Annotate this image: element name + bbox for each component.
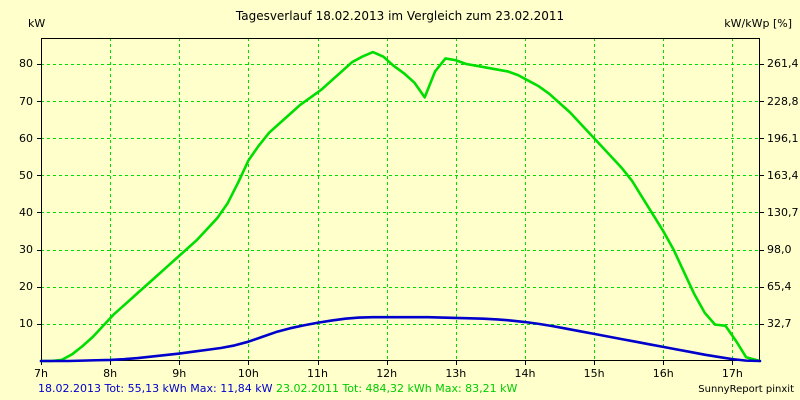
y-tick-label-right: 98,0 xyxy=(767,243,792,257)
series-line-23-02-2011 xyxy=(39,50,762,363)
y-tick-label-right: 261,4 xyxy=(767,57,799,71)
legend-footer: 18.02.2013 Tot: 55,13 kWh Max: 11,84 kW … xyxy=(38,383,517,394)
x-tick-label: 8h xyxy=(103,367,118,380)
plot-background xyxy=(41,38,760,361)
y-tick-label-left: 30 xyxy=(19,243,33,257)
y-tick-label-right: 228,8 xyxy=(767,94,799,108)
y-tick-label-right: 130,7 xyxy=(767,205,799,219)
legend-green-summary: 23.02.2011 Tot: 484,32 kWh Max: 83,21 kW xyxy=(275,382,518,395)
data-series xyxy=(39,50,762,363)
y-axis-right-label: kW/kWp [%] xyxy=(724,17,792,30)
y-tick-label-right: 163,4 xyxy=(767,168,799,182)
y-tick-label-left: 20 xyxy=(19,280,33,294)
y-tick-label-right: 32,7 xyxy=(767,317,792,331)
y-tick-label-left: 60 xyxy=(19,131,33,145)
x-tick-label: 10h xyxy=(237,367,259,380)
x-tick-label: 7h xyxy=(34,367,48,380)
y-tick-label-left: 10 xyxy=(19,317,33,331)
axis-ticks xyxy=(37,64,764,365)
y-tick-label-left: 80 xyxy=(19,57,33,71)
y-tick-label-right: 65,4 xyxy=(767,280,792,294)
y-tick-label-left: 70 xyxy=(19,94,33,108)
credit-label: SunnyReport pinxit xyxy=(698,384,794,395)
legend-blue-summary: 18.02.2013 Tot: 55,13 kWh Max: 11,84 kW xyxy=(38,382,273,395)
x-tick-label: 12h xyxy=(376,367,398,380)
x-tick-label: 9h xyxy=(172,367,187,380)
x-tick-label: 14h xyxy=(514,367,536,380)
x-tick-label: 13h xyxy=(445,367,467,380)
series-line-18-02-2013 xyxy=(39,315,762,363)
y-axis-left-label: kW xyxy=(28,17,46,30)
x-tick-label: 16h xyxy=(652,367,674,380)
x-tick-label: 17h xyxy=(721,367,743,380)
axis-frame xyxy=(41,38,760,361)
plot-frame xyxy=(41,38,760,361)
x-tick-label: 11h xyxy=(307,367,329,380)
x-tick-label: 15h xyxy=(583,367,605,380)
chart-title: Tagesverlauf 18.02.2013 im Vergleich zum… xyxy=(235,9,565,23)
y-tick-label-left: 40 xyxy=(19,205,33,219)
y-tick-label-right: 196,1 xyxy=(767,131,799,145)
y-tick-label-left: 50 xyxy=(19,168,33,182)
